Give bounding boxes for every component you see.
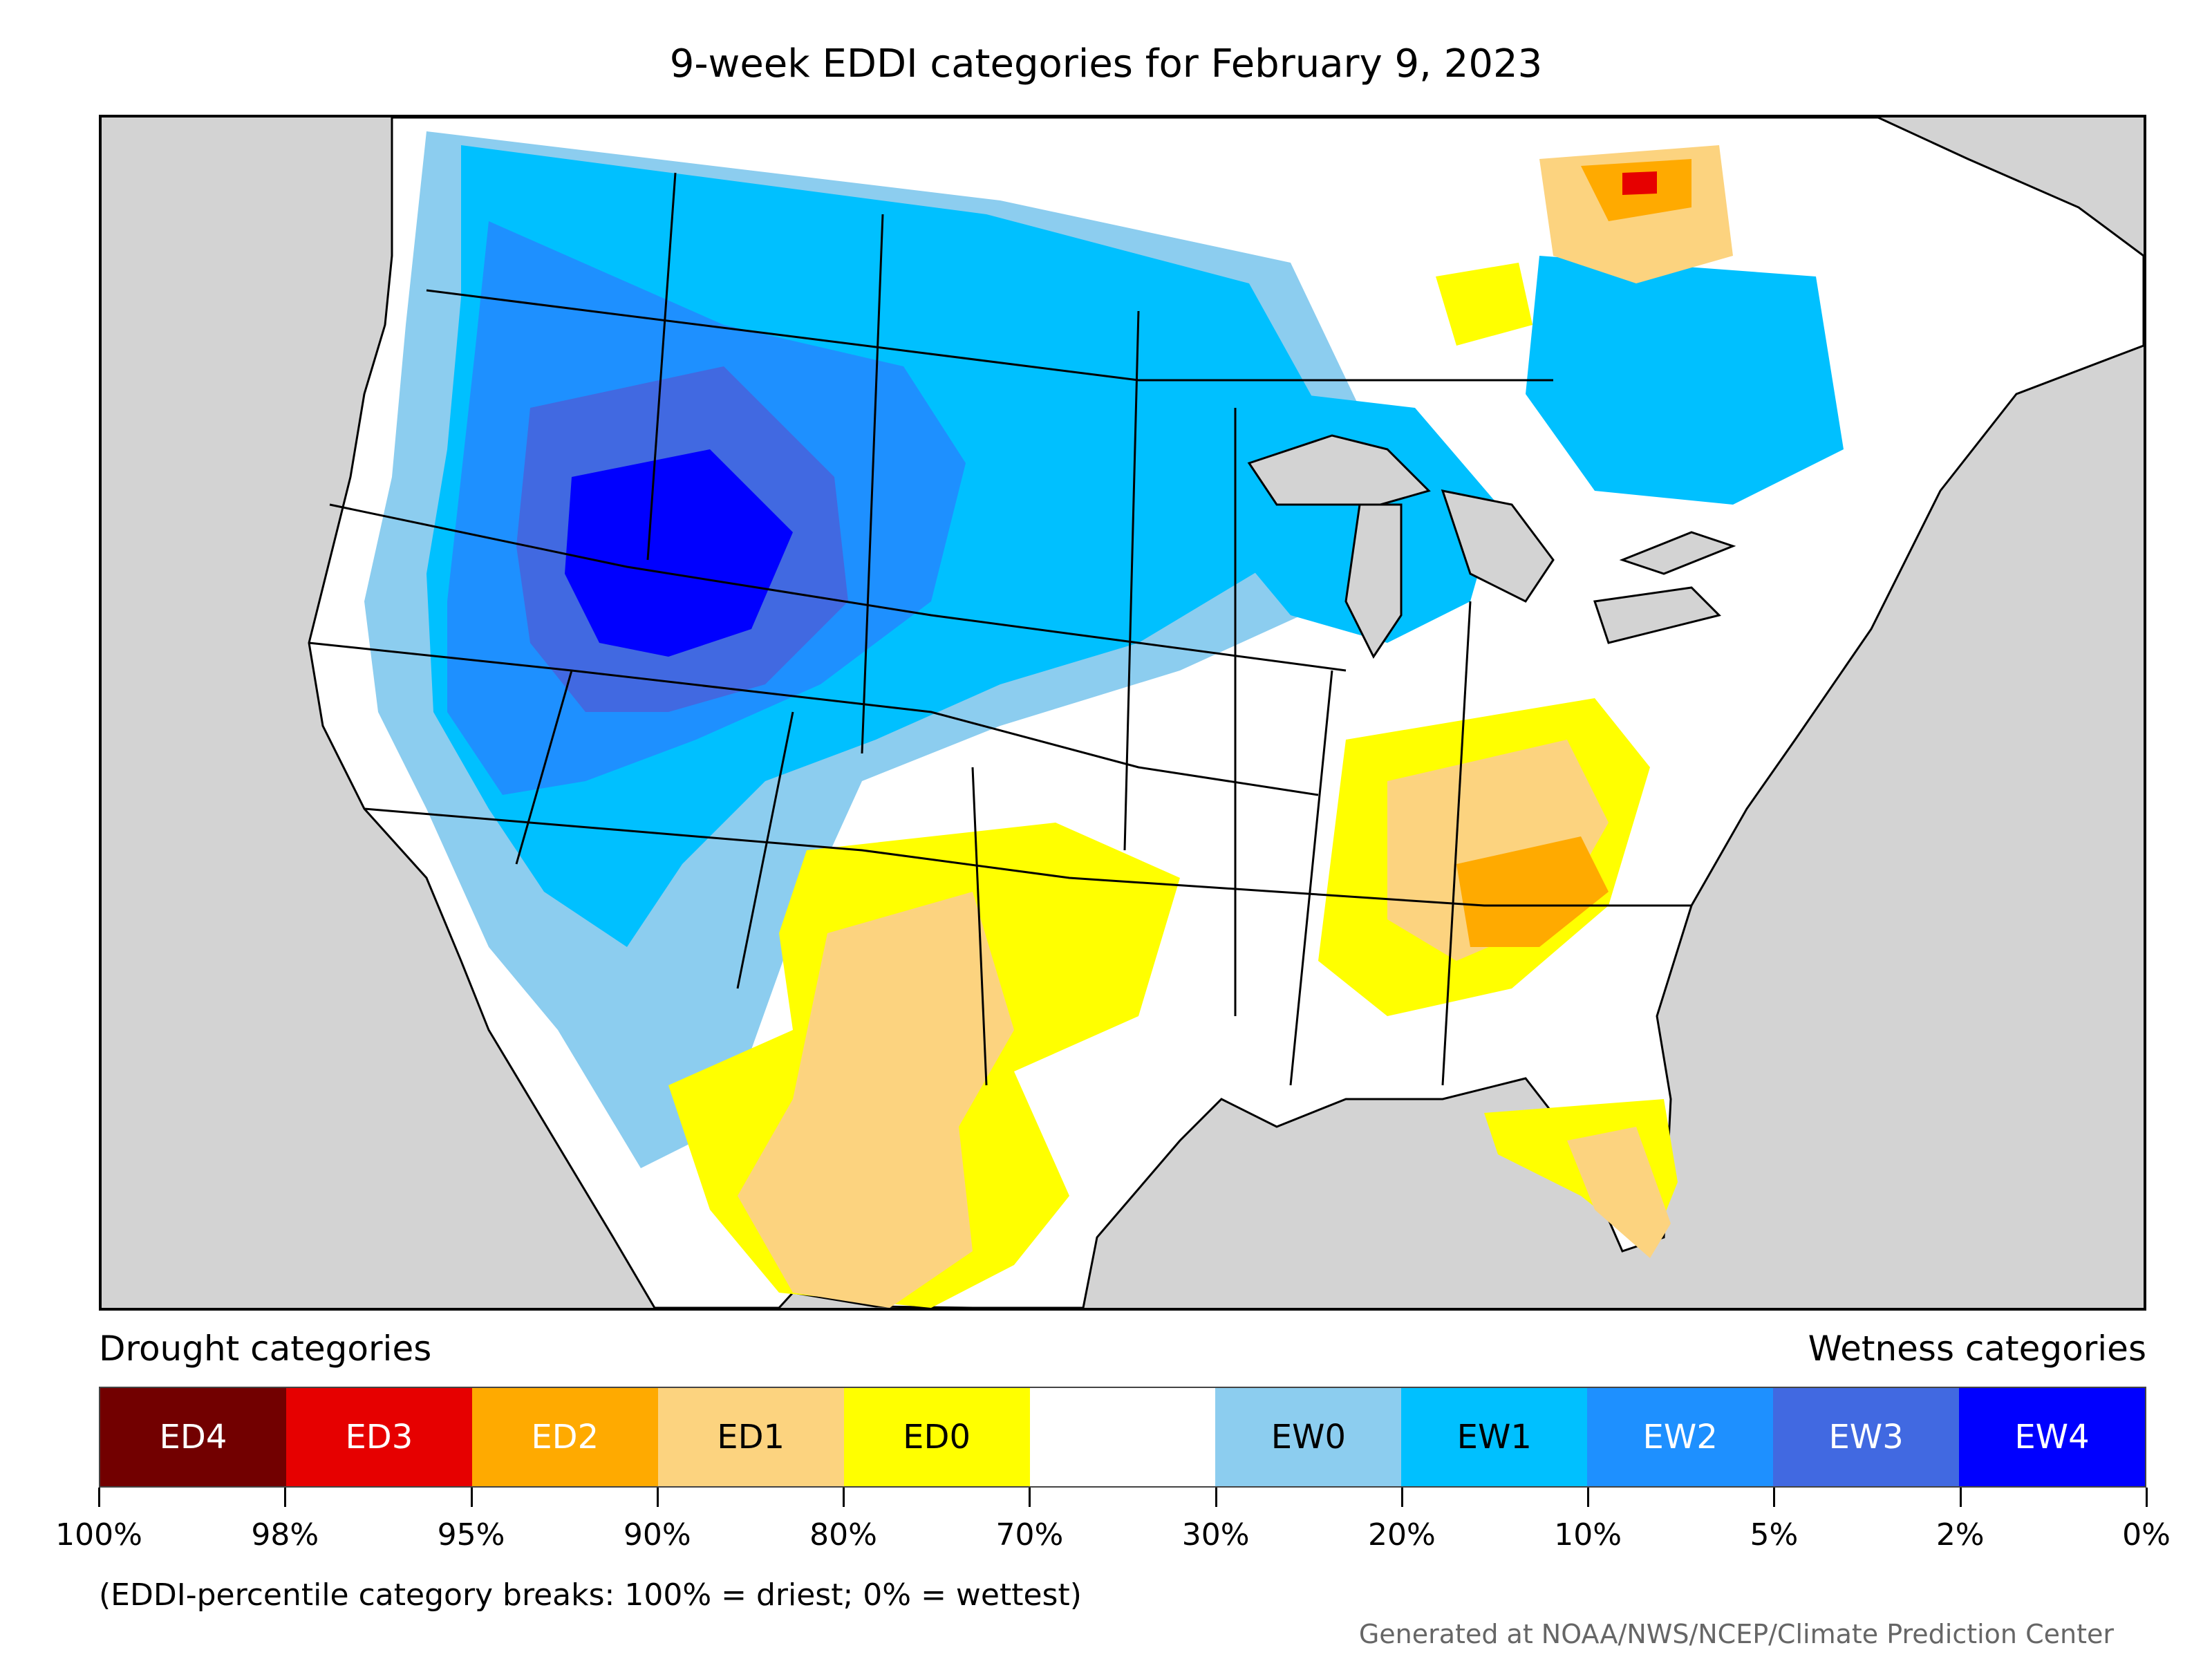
region-ed2-kentucky [1456,836,1609,947]
legend-tick-label: 98% [251,1517,319,1553]
region-ew4-core [565,449,793,657]
legend-tick [1029,1488,1031,1507]
legend-tick-label: 70% [995,1517,1064,1553]
legend-swatch-ed3: ED3 [285,1388,472,1486]
legend-ticks [98,1488,2148,1508]
state-borders [308,172,1691,1086]
legend-colorbar: ED4 ED3 ED2 ED1 ED0 EW0 EW1 EW2 EW3 EW4 [99,1387,2146,1488]
legend-tick-label: 2% [1936,1517,1985,1553]
legend-tick-label: 20% [1368,1517,1436,1553]
legend-tick [843,1488,845,1507]
region-ed1-florida [1567,1127,1671,1258]
legend-swatch-ed2: ED2 [471,1388,658,1486]
legend-tick-label: 90% [623,1517,691,1553]
legend-tick [284,1488,287,1507]
legend-tick [1215,1488,1217,1507]
legend-tick [98,1488,100,1507]
legend-tick [470,1488,473,1507]
wetness-categories-heading: Wetness categories [1808,1329,2146,1369]
legend-tick [1587,1488,1590,1507]
category-breaks-note: (EDDI-percentile category breaks: 100% =… [99,1577,1082,1613]
region-ed1-west-texas [738,892,1014,1308]
region-ew1-ontario-quebec [1526,256,1844,505]
great-lakes [1247,434,1736,659]
eddi-map [308,118,2144,1308]
legend-tick-labels: 100% 98% 95% 90% 80% 70% 30% 20% 10% 5% 2% 0% [55,1517,2171,1559]
drought-categories-heading: Drought categories [99,1329,432,1369]
legend-tick-label: 10% [1554,1517,1622,1553]
legend-swatch-normal [1029,1388,1216,1486]
legend-tick [1959,1488,1962,1507]
legend-swatch-ed4: ED4 [100,1388,286,1486]
legend-swatch-ed1: ED1 [657,1388,844,1486]
legend-swatch-ew4: EW4 [1959,1388,2145,1486]
legend-tick-label: 0% [2122,1517,2171,1553]
legend-tick-label: 95% [437,1517,505,1553]
map-title: 9-week EDDI categories for February 9, 2… [669,41,1543,86]
legend-swatch-ew3: EW3 [1773,1388,1960,1486]
legend-tick-label: 5% [1750,1517,1799,1553]
region-ew1-midwest [1180,380,1498,643]
legend-tick-label: 100% [55,1517,142,1553]
legend-tick [656,1488,659,1507]
credit-text: Generated at NOAA/NWS/NCEP/Climate Predi… [1358,1619,2114,1649]
map-area [99,115,2146,1311]
legend-tick-label: 30% [1181,1517,1250,1553]
legend-swatch-ew1: EW1 [1401,1388,1588,1486]
legend-tick-label: 80% [809,1517,877,1553]
legend-swatch-ew2: EW2 [1587,1388,1774,1486]
legend-tick [1773,1488,1776,1507]
legend-swatch-ew0: EW0 [1215,1388,1402,1486]
legend-swatch-ed0: ED0 [843,1388,1030,1486]
region-ed3-quebec [1622,171,1657,195]
legend-tick [2146,1488,2148,1507]
region-ed0-minnesota [1436,263,1533,346]
legend-tick [1400,1488,1403,1507]
